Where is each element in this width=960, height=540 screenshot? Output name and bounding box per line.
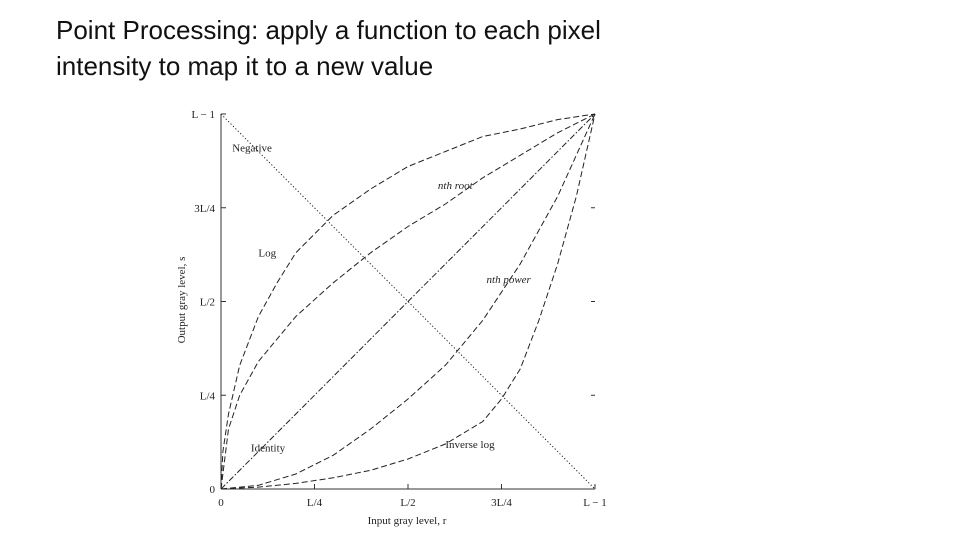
series-label-inverse-log: Inverse log (445, 439, 495, 451)
series-line-nth-root (220, 113, 596, 490)
series-lines (220, 113, 596, 490)
x-tick-label: 0 (218, 497, 224, 509)
series-label-nth-power: nth power (487, 274, 532, 286)
x-tick-label: L − 1 (583, 497, 607, 509)
slide-title-line-1: Point Processing: apply a function to ea… (56, 15, 601, 45)
series-line-identity (220, 113, 596, 490)
series-label-log: Log (258, 248, 276, 260)
y-tick-label: 0 (210, 484, 216, 496)
x-axis-label: Input gray level, r (368, 515, 447, 527)
y-tick-label: 3L/4 (194, 203, 215, 215)
series-label-identity: Identity (251, 443, 286, 455)
slide-title: Point Processing: apply a function to ea… (56, 12, 916, 84)
series-label-negative: Negative (232, 143, 272, 155)
series-line-inverse-log (220, 113, 596, 490)
y-tick-label: L − 1 (191, 109, 215, 121)
y-axis-label: Output gray level, s (176, 257, 188, 344)
x-tick-label: L/4 (307, 497, 323, 509)
series-label-nth-root: nth root (438, 180, 474, 192)
x-tick-label: 3L/4 (491, 497, 512, 509)
y-tick-label: L/4 (200, 390, 216, 402)
series-line-nth-power (220, 113, 596, 490)
slide-title-line-2: intensity to map it to a new value (56, 51, 434, 81)
x-tick-label: L/2 (400, 497, 415, 509)
series-labels: Negative Identity Log nth root nth power Inve… (232, 143, 531, 455)
series-line-log (220, 113, 596, 490)
axis-ticks: 0 L/4 L/2 3L/4 L − 1 0 L/4 L/2 3L/4 L − 1 (191, 109, 606, 509)
y-tick-label: L/2 (200, 297, 215, 309)
